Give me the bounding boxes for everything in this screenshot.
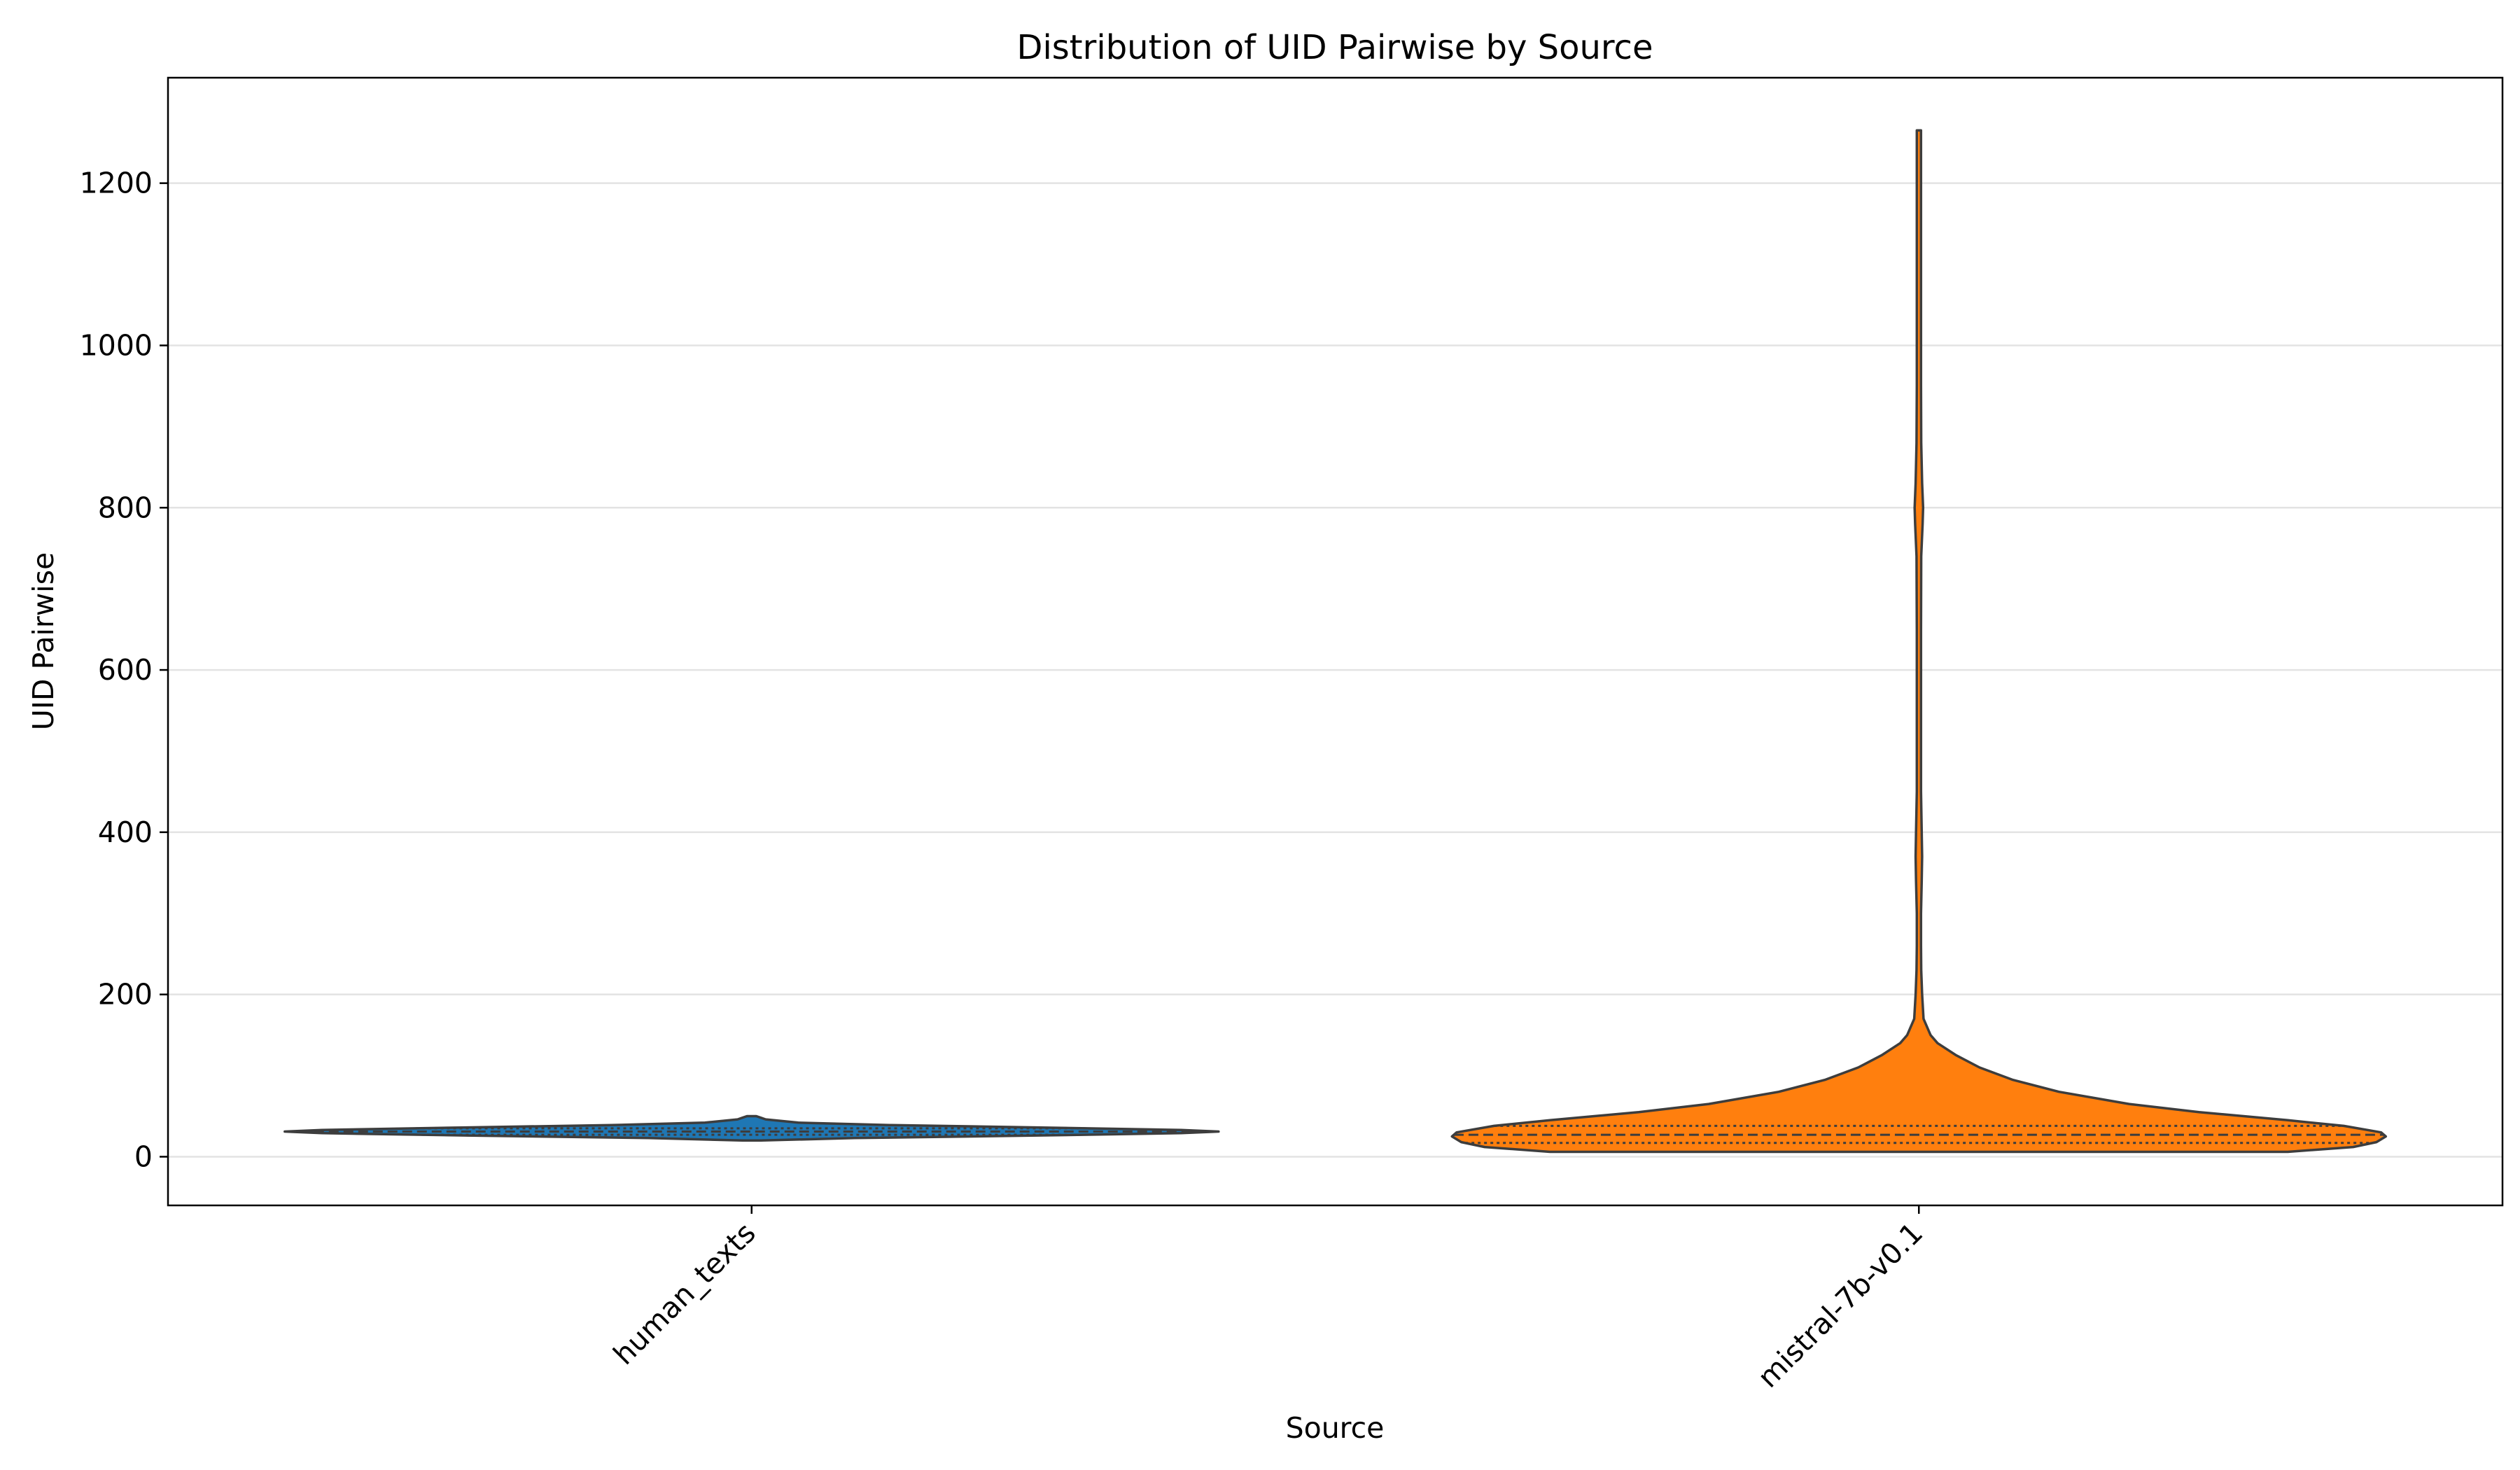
grid-lines — [168, 182, 2502, 1158]
plot-frame — [167, 76, 2504, 1207]
violins — [284, 129, 2388, 1154]
y-tick-label-400: 400 — [98, 816, 153, 849]
violin-mistral-7b-v0.1 — [1450, 129, 2388, 1154]
y-tick-label-200: 200 — [98, 978, 153, 1011]
y-tick-label-600: 600 — [98, 653, 153, 687]
y-tick-label-1200: 1200 — [80, 167, 153, 200]
y-tick-label-1000: 1000 — [80, 328, 153, 362]
y-tick-label-800: 800 — [98, 491, 153, 524]
y-tick-label-0: 0 — [134, 1140, 153, 1173]
x-axis-label: Source — [1286, 1411, 1385, 1445]
y-axis-label: UID Pairwise — [27, 552, 60, 730]
chart-title: Distribution of UID Pairwise by Source — [1017, 28, 1653, 67]
